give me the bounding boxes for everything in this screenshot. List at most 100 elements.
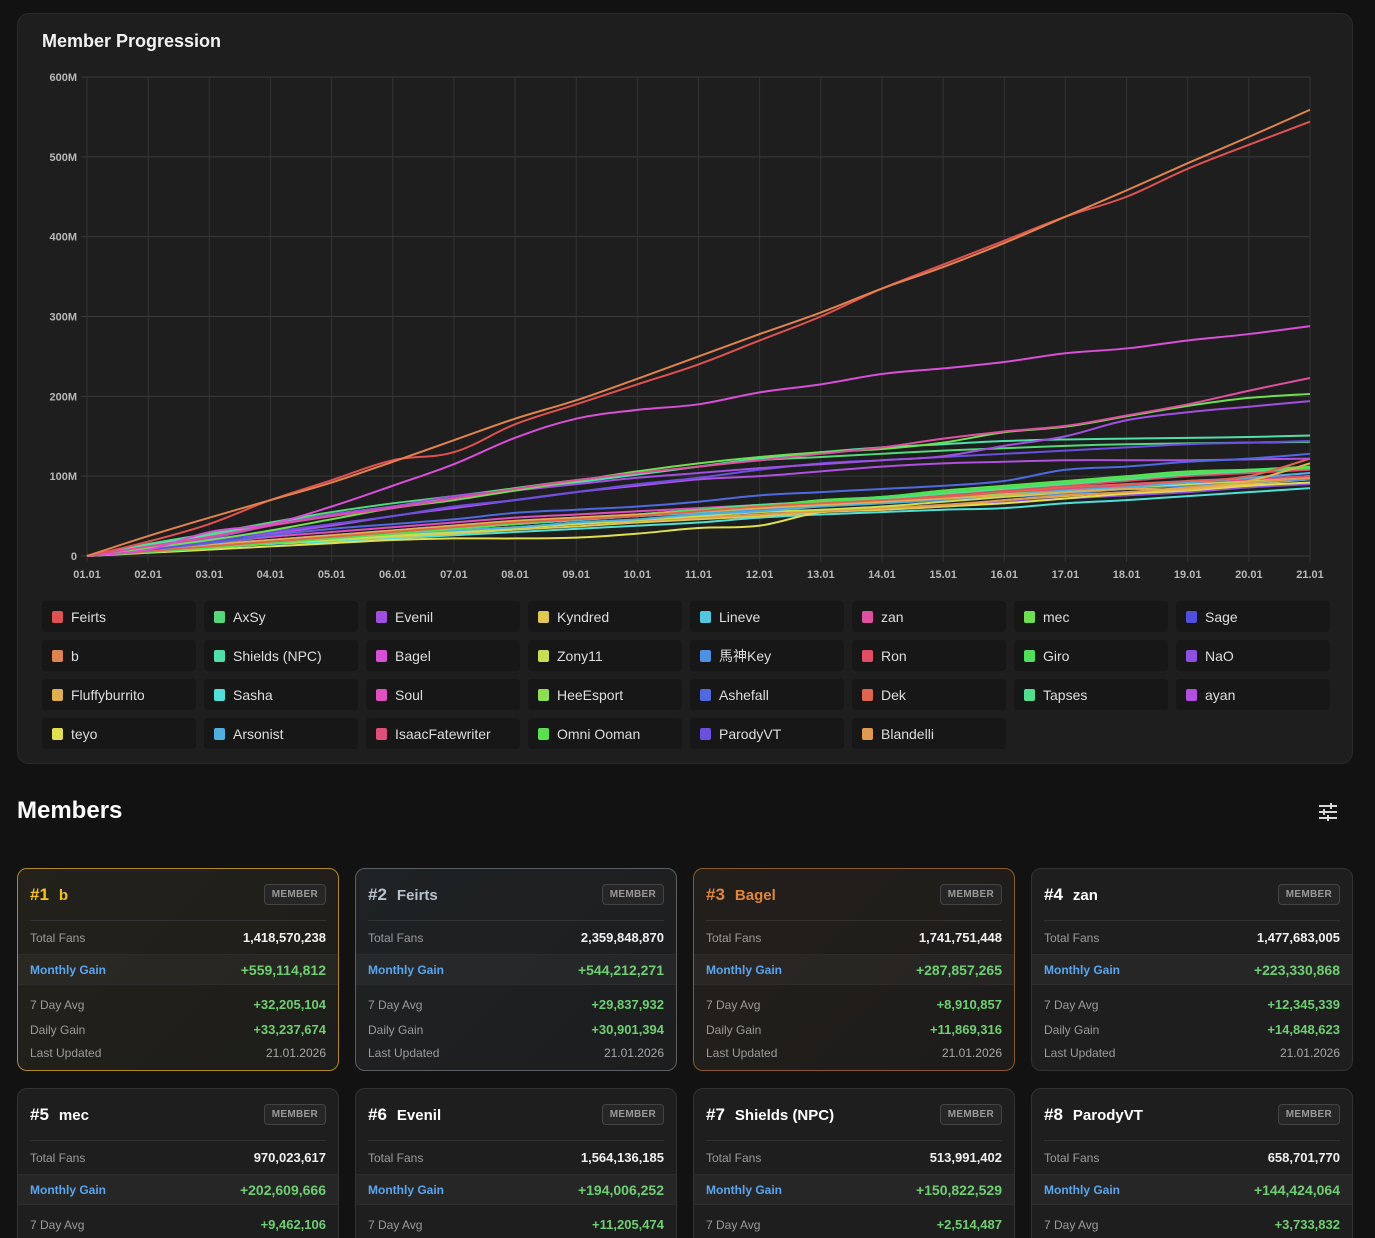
seven-day-avg-value: +32,205,104 [253,997,326,1012]
legend-item[interactable]: Tapses [1014,679,1168,710]
legend-item[interactable]: Soul [366,679,520,710]
legend-item[interactable]: ParodyVT [690,718,844,749]
member-card[interactable]: #8 ParodyVT MEMBER Total Fans 658,701,77… [1031,1088,1353,1238]
seven-day-avg-label: 7 Day Avg [30,997,85,1012]
x-tick-label: 15.01 [929,569,957,581]
x-axis-ticks: 01.01 02.01 03.01 04.01 05.01 06.01 07.01 08.01… [73,569,1324,581]
legend-label: zan [881,608,904,625]
series-line-feirts[interactable] [86,120,1311,557]
monthly-gain-row: Monthly Gain +223,330,868 [1032,954,1352,985]
legend-item[interactable]: Feirts [42,601,196,632]
legend-item[interactable]: Omni Ooman [528,718,682,749]
member-badge: MEMBER [601,884,664,905]
legend-label: HeeEsport [557,686,624,703]
monthly-gain-row: Monthly Gain +144,424,064 [1032,1174,1352,1205]
member-badge: MEMBER [263,884,326,905]
legend-label: Lineve [719,608,761,625]
monthly-gain-label: Monthly Gain [30,1182,106,1197]
card-header: #2 Feirts MEMBER [368,869,664,921]
legend-item[interactable]: Shields (NPC) [204,640,358,671]
series-line-zan[interactable] [86,376,1311,557]
legend-item[interactable]: AxSy [204,601,358,632]
legend-swatch [214,727,225,740]
x-tick-label: 01.01 [73,569,101,581]
series-line-teyo[interactable] [86,481,1311,557]
legend-item[interactable]: Bagel [366,640,520,671]
legend-swatch [214,649,225,662]
legend-item[interactable]: IsaacFatewriter [366,718,520,749]
last-updated-row: Last Updated 21.01.2026 [694,1042,1014,1063]
x-tick-label: 18.01 [1113,569,1141,581]
filter-settings-button[interactable] [1314,799,1342,825]
legend-item[interactable]: Ashefall [690,679,844,710]
legend-item[interactable]: ayan [1176,679,1330,710]
x-tick-label: 11.01 [685,569,712,581]
legend-swatch [700,727,711,740]
daily-gain-row: Daily Gain +33,237,674 [18,1017,338,1042]
series-line-bagel[interactable] [86,325,1311,557]
legend-item[interactable]: teyo [42,718,196,749]
member-card[interactable]: #6 Evenil MEMBER Total Fans 1,564,136,18… [355,1088,677,1238]
rank-and-name: #7 Shields (NPC) [706,1105,834,1125]
member-name: ParodyVT [1072,1106,1143,1124]
monthly-gain-label: Monthly Gain [706,1182,782,1197]
last-updated-value: 21.01.2026 [941,1045,1002,1060]
member-rank: #4 [1044,884,1063,904]
y-axis-ticks: 0 100M 200M 300M 400M 500M 600M [49,72,77,563]
legend-item[interactable]: Giro [1014,640,1168,671]
total-fans-row: Total Fans 1,418,570,238 [18,921,338,954]
legend-item[interactable]: Arsonist [204,718,358,749]
card-header: #3 Bagel MEMBER [706,869,1002,921]
legend-item[interactable]: Kyndred [528,601,682,632]
member-card[interactable]: #1 b MEMBER Total Fans 1,418,570,238 Mon… [17,868,339,1071]
member-progression-card: 0 100M 200M 300M 400M 500M 600M 01.01 02.01 03.0… [17,13,1353,764]
member-card[interactable]: #3 Bagel MEMBER Total Fans 1,741,751,448… [693,868,1015,1071]
legend-item[interactable]: Fluffyburrito [42,679,196,710]
daily-gain-label: Daily Gain [368,1022,424,1037]
monthly-gain-value: +559,114,812 [240,961,326,978]
legend-item[interactable]: Zony11 [528,640,682,671]
member-badge: MEMBER [263,1104,326,1125]
legend-item[interactable]: HeeEsport [528,679,682,710]
total-fans-row: Total Fans 970,023,617 [18,1141,338,1174]
legend-label: Omni Ooman [557,725,641,742]
series-line-ashefall[interactable] [86,452,1311,557]
series-line-ayan[interactable] [86,457,1311,557]
legend-item[interactable]: b [42,640,196,671]
legend-item[interactable]: Sage [1176,601,1330,632]
member-card[interactable]: #5 mec MEMBER Total Fans 970,023,617 Mon… [17,1088,339,1238]
monthly-gain-row: Monthly Gain +194,006,252 [356,1174,676,1205]
legend-item[interactable]: Ron [852,640,1006,671]
member-card[interactable]: #7 Shields (NPC) MEMBER Total Fans 513,9… [693,1088,1015,1238]
legend-item[interactable]: Evenil [366,601,520,632]
total-fans-label: Total Fans [1044,1150,1100,1165]
legend-item[interactable]: NaO [1176,640,1330,671]
member-cards-grid: #1 b MEMBER Total Fans 1,418,570,238 Mon… [17,868,1353,1238]
legend-item[interactable]: Lineve [690,601,844,632]
legend-item[interactable]: 馬神Key [690,640,844,671]
member-rank: #7 [706,1104,725,1124]
member-card[interactable]: #4 zan MEMBER Total Fans 1,477,683,005 M… [1031,868,1353,1071]
legend-item[interactable]: Dek [852,679,1006,710]
legend-item[interactable]: zan [852,601,1006,632]
seven-day-avg-label: 7 Day Avg [368,997,423,1012]
rank-and-name: #5 mec [30,1105,89,1125]
member-card[interactable]: #2 Feirts MEMBER Total Fans 2,359,848,87… [355,868,677,1071]
series-line-parodyvt[interactable] [86,440,1311,557]
legend-item[interactable]: Blandelli [852,718,1006,749]
member-rank: #6 [368,1104,387,1124]
total-fans-label: Total Fans [1044,930,1100,945]
seven-day-avg-label: 7 Day Avg [706,1217,761,1232]
legend-item[interactable]: Sasha [204,679,358,710]
seven-day-avg-value: +2,514,487 [936,1217,1002,1232]
member-badge: MEMBER [939,884,1002,905]
series-line-b[interactable] [86,108,1311,557]
card-header: #6 Evenil MEMBER [368,1089,664,1141]
x-tick-label: 02.01 [134,569,162,581]
legend-item[interactable]: mec [1014,601,1168,632]
card-header: #8 ParodyVT MEMBER [1044,1089,1340,1141]
series-line-dek[interactable] [86,457,1311,557]
sliders-icon [1319,803,1337,821]
x-tick-label: 17.01 [1052,569,1080,581]
rank-and-name: #6 Evenil [368,1105,441,1125]
